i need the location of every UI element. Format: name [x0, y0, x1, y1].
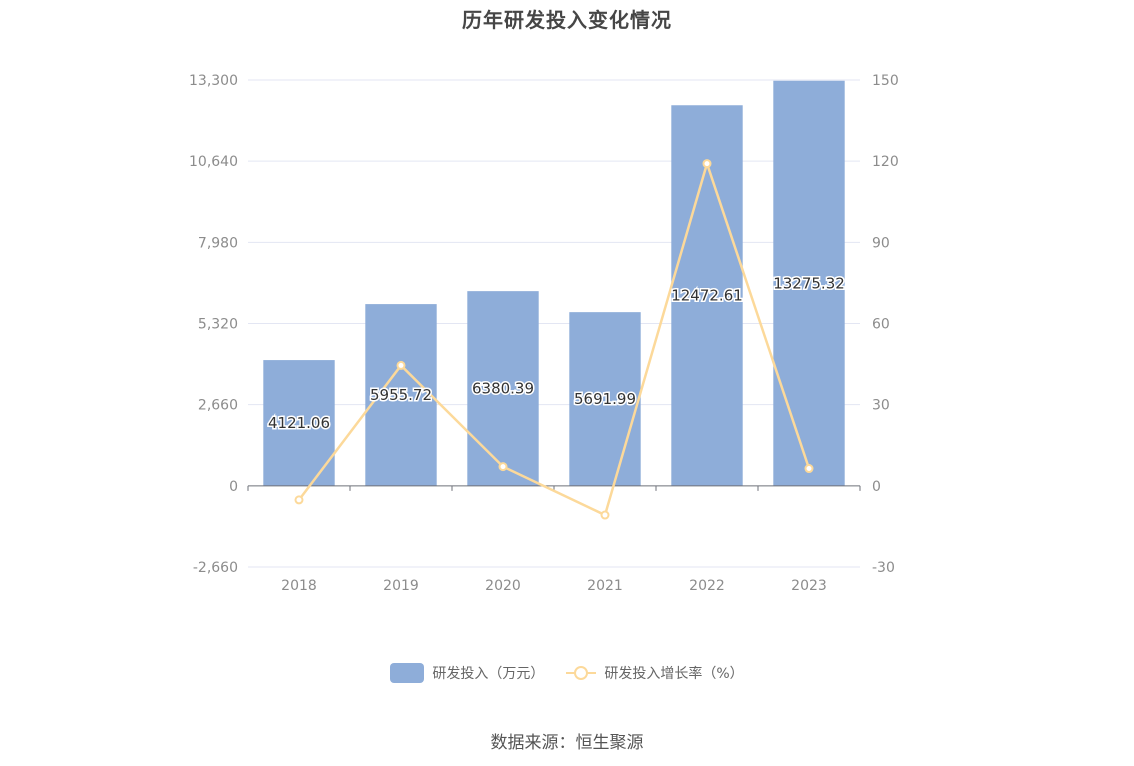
y-left-tick-label: 0	[229, 479, 238, 495]
y-right-tick-label: 150	[872, 73, 899, 89]
growth-line	[298, 159, 811, 517]
x-tick-label: 2021	[587, 578, 623, 594]
y-left-tick-label: 10,640	[189, 154, 238, 170]
bar	[569, 312, 641, 486]
bar	[467, 291, 539, 486]
growth-line-series	[294, 159, 814, 520]
growth-point	[498, 462, 508, 472]
bar-labels: 4121.06 5955.72 6380.39 5691.99 12472.61 1327…	[266, 273, 846, 434]
axes: -2,660 0 2,660 5,320 7,980 10,640 13,300 -30 0 30…	[189, 73, 899, 594]
legend-item-growth-rate[interactable]: 研发投入增长率（%）	[566, 663, 744, 683]
x-tick-label: 2022	[689, 578, 725, 594]
y-left-tick-label: 2,660	[198, 398, 238, 414]
y-right-tick-label: 30	[872, 398, 890, 414]
growth-point	[702, 159, 712, 169]
bar-data-label: 13275.32	[773, 274, 845, 292]
y-left-tick-label: 5,320	[198, 317, 238, 333]
growth-point	[804, 464, 814, 474]
bar-series	[263, 80, 845, 486]
growth-point	[396, 360, 406, 370]
growth-point	[600, 510, 610, 520]
x-tick-label: 2019	[383, 578, 419, 594]
y-left-tick-label: -2,660	[193, 560, 238, 576]
bar-data-label: 4121.06	[268, 414, 330, 432]
x-tick-label: 2018	[281, 578, 317, 594]
y-right-tick-label: 120	[872, 154, 899, 170]
y-left-tick-label: 7,980	[198, 235, 238, 251]
growth-point	[294, 495, 304, 505]
bar-data-label: 12472.61	[671, 287, 743, 305]
chart-title: 历年研发投入变化情况	[462, 8, 672, 32]
bar-data-label: 5955.72	[370, 386, 432, 404]
legend-bar-swatch	[390, 663, 425, 683]
legend-label-growth-rate: 研发投入增长率（%）	[604, 666, 744, 682]
bar-data-label: 5691.99	[574, 390, 636, 408]
grid-lines	[248, 79, 860, 568]
legend-line-swatch	[566, 663, 597, 683]
bar	[263, 360, 335, 486]
y-left-tick-label: 13,300	[189, 73, 238, 89]
x-tick-label: 2023	[791, 578, 827, 594]
bar	[671, 105, 743, 486]
x-tick-label: 2020	[485, 578, 521, 594]
y-right-tick-label: 60	[872, 317, 890, 333]
bar-data-label: 6380.39	[472, 379, 534, 397]
y-right-tick-label: 90	[872, 235, 890, 251]
legend-item-rd-investment[interactable]: 研发投入（万元）	[390, 663, 544, 683]
legend: 研发投入（万元） 研发投入增长率（%）	[0, 663, 1134, 683]
bar	[773, 80, 845, 486]
y-right-tick-label: 0	[872, 479, 881, 495]
legend-label-rd-investment: 研发投入（万元）	[432, 666, 545, 682]
y-right-tick-label: -30	[872, 560, 895, 576]
data-source: 数据来源：恒生聚源	[490, 733, 644, 753]
